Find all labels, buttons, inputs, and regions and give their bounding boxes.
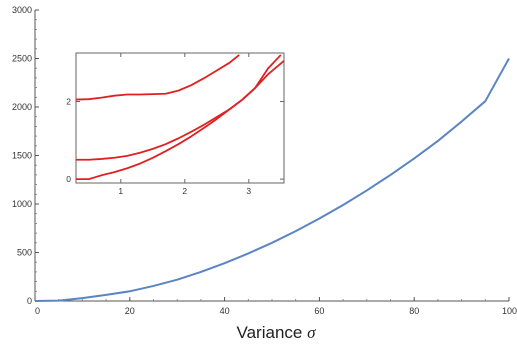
inset-series-line-3 <box>76 60 284 181</box>
x-axis-label: Variance <box>237 323 303 342</box>
y-tick-label: 1500 <box>12 151 32 161</box>
main-series-line-1 <box>34 58 510 302</box>
x-tick-label: 100 <box>502 306 517 316</box>
x-tick-label: 80 <box>409 306 419 316</box>
x-tick-label: 60 <box>314 306 324 316</box>
y-tick-label: 2500 <box>12 54 32 64</box>
inset-plot: 1 2 3 0 2 <box>66 52 285 196</box>
x-tick-label: 0 <box>35 306 40 316</box>
inset-x-tick-label: 2 <box>182 186 187 196</box>
inset-frame <box>75 52 285 184</box>
x-tick-label: 40 <box>220 306 230 316</box>
x-axis-symbol: σ <box>307 323 316 342</box>
y-tick-label: 1000 <box>12 199 32 209</box>
y-tick-label: 2000 <box>12 102 32 112</box>
inset-series-line-1 <box>76 54 240 101</box>
inset-y-tick-label: 0 <box>66 174 71 184</box>
y-tick-label: 0 <box>27 296 32 306</box>
y-tick-label: 500 <box>17 248 32 258</box>
inset-y-tick-label: 2 <box>66 97 71 107</box>
inset-x-tick-label: 3 <box>246 186 251 196</box>
x-tick-label: 20 <box>125 306 135 316</box>
x-axis-title: Variance σ <box>237 323 317 342</box>
inset-x-tick-label: 1 <box>118 186 123 196</box>
y-tick-label: 3000 <box>12 5 32 15</box>
